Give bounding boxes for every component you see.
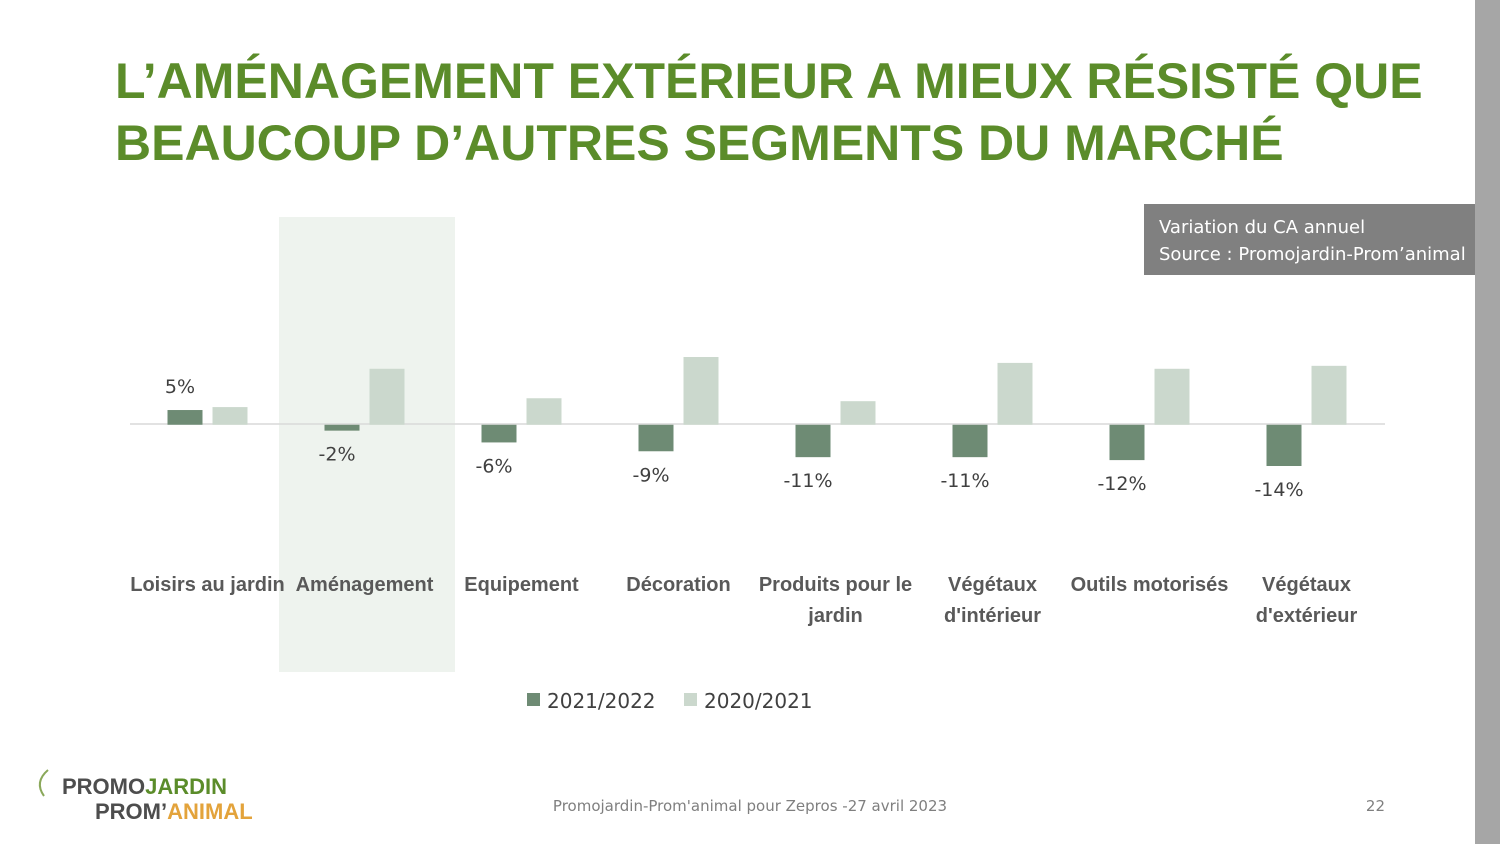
logo-part: JARDIN <box>145 774 227 799</box>
data-label: -2% <box>319 444 356 466</box>
data-label: -11% <box>940 470 989 492</box>
legend-label: 2021/2022 <box>547 689 656 713</box>
bar <box>997 362 1033 425</box>
bar <box>1311 365 1347 425</box>
bar <box>795 424 831 458</box>
data-label: -11% <box>783 470 832 492</box>
bar <box>1266 424 1302 466</box>
logo-leaf <box>38 769 49 797</box>
logo: PROM’ANIMAL <box>95 799 253 824</box>
x-tick-label: Produits pour le jardin <box>758 574 913 627</box>
x-tick-label: Loisirs au jardin <box>130 574 285 596</box>
bar <box>324 424 360 431</box>
note: Variation du CA annuel <box>1159 217 1365 238</box>
legend-swatch <box>527 693 540 706</box>
title: L’AMÉNAGEMENT EXTÉRIEUR A MIEUX RÉSISTÉ … <box>115 53 1423 109</box>
logo-part: PROM’ <box>95 799 167 824</box>
note-box <box>1144 204 1475 275</box>
bar <box>1154 368 1190 425</box>
title: BEAUCOUP D’AUTRES SEGMENTS DU MARCHÉ <box>115 115 1284 171</box>
bar <box>638 424 674 452</box>
x-tick-label: Equipement <box>464 574 579 596</box>
data-label: 5% <box>165 376 195 398</box>
x-tick-label: Outils motorisés <box>1070 574 1229 596</box>
data-label: -14% <box>1254 479 1303 501</box>
bar <box>952 424 988 458</box>
x-tick-label: Aménagement <box>295 574 434 596</box>
data-label: -9% <box>633 464 670 486</box>
page-number: 22 <box>1366 797 1385 815</box>
footer: Promojardin-Prom'animal pour Zepros -27 … <box>553 797 947 815</box>
bar <box>683 357 719 425</box>
side-strip <box>1475 0 1500 844</box>
logo-part: ANIMAL <box>167 799 253 824</box>
highlight-band <box>279 217 455 672</box>
bar <box>526 398 562 425</box>
logo: PROMOJARDIN <box>62 774 227 799</box>
legend-swatch <box>684 693 697 706</box>
bar <box>167 410 203 425</box>
bar <box>1109 424 1145 461</box>
bar <box>840 401 876 425</box>
x-tick-label: Végétaux d'intérieur <box>944 574 1041 627</box>
bar <box>369 368 405 425</box>
logo-part: PROMO <box>62 774 145 799</box>
data-label: -12% <box>1097 473 1146 495</box>
x-tick-label: Végétaux d'extérieur <box>1255 574 1358 627</box>
data-label: -6% <box>476 455 513 477</box>
note: Source : Promojardin-Prom’animal <box>1159 244 1466 265</box>
bar <box>481 424 517 443</box>
legend-label: 2020/2021 <box>704 689 813 713</box>
x-tick-label: Décoration <box>626 574 731 596</box>
bar <box>212 407 248 425</box>
